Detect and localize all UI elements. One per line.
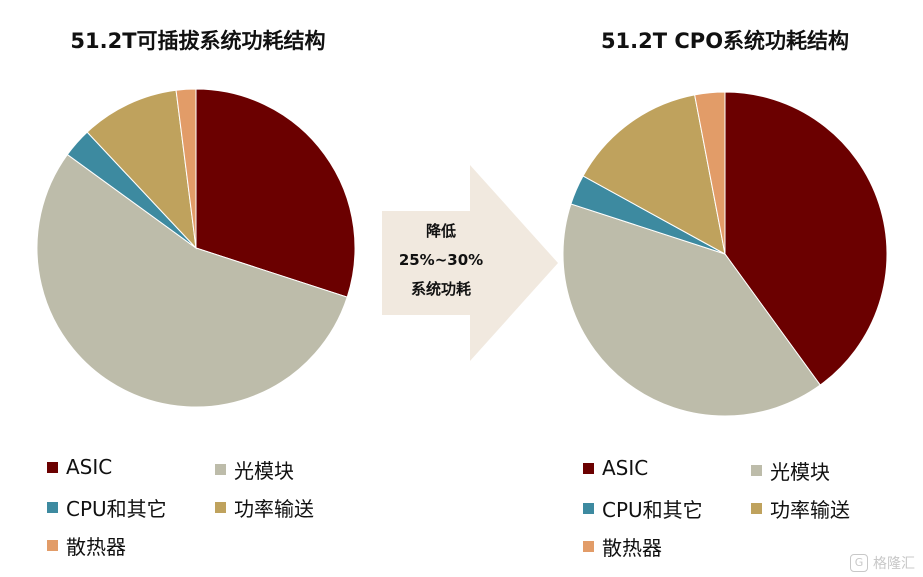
- legend-label-2: CPU和其它: [66, 497, 167, 521]
- arrow-line-1: 降低: [425, 222, 456, 240]
- legend-label-4: 散热器: [66, 535, 126, 559]
- pie-slice-1: [36, 153, 348, 408]
- legend-swatch-0: [47, 461, 58, 473]
- legend-swatch-2: [47, 502, 58, 513]
- legend-swatch-0: [583, 462, 594, 474]
- legend-label-3: 功率输送: [234, 497, 314, 521]
- left-pie-chart: [36, 88, 356, 408]
- legend-item-0: ASIC: [583, 456, 648, 480]
- legend-swatch-1: [215, 464, 226, 475]
- legend-item-3: 功率输送: [751, 494, 850, 523]
- legend-label-0: ASIC: [602, 456, 649, 480]
- legend-label-2: CPU和其它: [602, 498, 703, 522]
- legend-label-4: 散热器: [602, 536, 662, 560]
- legend-label-0: ASIC: [66, 455, 113, 479]
- legend-swatch-4: [583, 541, 594, 552]
- pie-slice-3: [86, 89, 197, 250]
- watermark-text: 格隆汇: [873, 556, 915, 572]
- arrow-shape: [382, 165, 558, 361]
- watermark-logo-icon: G: [850, 554, 868, 572]
- legend-swatch-1: [751, 465, 762, 476]
- reduction-arrow: 降低 25%~30% 系统功耗: [382, 165, 558, 361]
- arrow-line-2: 25%~30%: [398, 251, 484, 269]
- legend-label-3: 功率输送: [770, 498, 850, 522]
- legend-item-1: 光模块: [751, 456, 830, 485]
- legend-item-2: CPU和其它: [583, 494, 703, 523]
- legend-item-4: 散热器: [583, 532, 662, 561]
- legend-item-0: ASIC: [47, 455, 112, 479]
- pie-slice-4: [694, 91, 726, 255]
- pie-slice-4: [175, 88, 197, 249]
- legend-item-2: CPU和其它: [47, 493, 167, 522]
- legend-swatch-3: [751, 503, 762, 514]
- left-chart-title: 51.2T可插拔系统功耗结构: [70, 29, 326, 53]
- legend-swatch-2: [583, 503, 594, 514]
- pie-slice-1: [562, 203, 821, 417]
- legend-swatch-4: [47, 540, 58, 551]
- right-pie-chart: [562, 91, 888, 417]
- legend-label-1: 光模块: [234, 459, 294, 483]
- legend-swatch-3: [215, 502, 226, 513]
- legend-item-1: 光模块: [215, 455, 294, 484]
- legend-item-3: 功率输送: [215, 493, 314, 522]
- pie-slice-0: [195, 88, 356, 298]
- pie-slice-0: [724, 91, 888, 386]
- watermark: G 格隆汇: [850, 553, 915, 573]
- legend-item-4: 散热器: [47, 531, 126, 560]
- pie-slice-3: [582, 94, 726, 255]
- arrow-text: 降低 25%~30% 系统功耗: [382, 217, 500, 304]
- right-chart-title: 51.2T CPO系统功耗结构: [600, 29, 850, 53]
- legend-label-1: 光模块: [770, 460, 830, 484]
- arrow-line-3: 系统功耗: [410, 280, 471, 298]
